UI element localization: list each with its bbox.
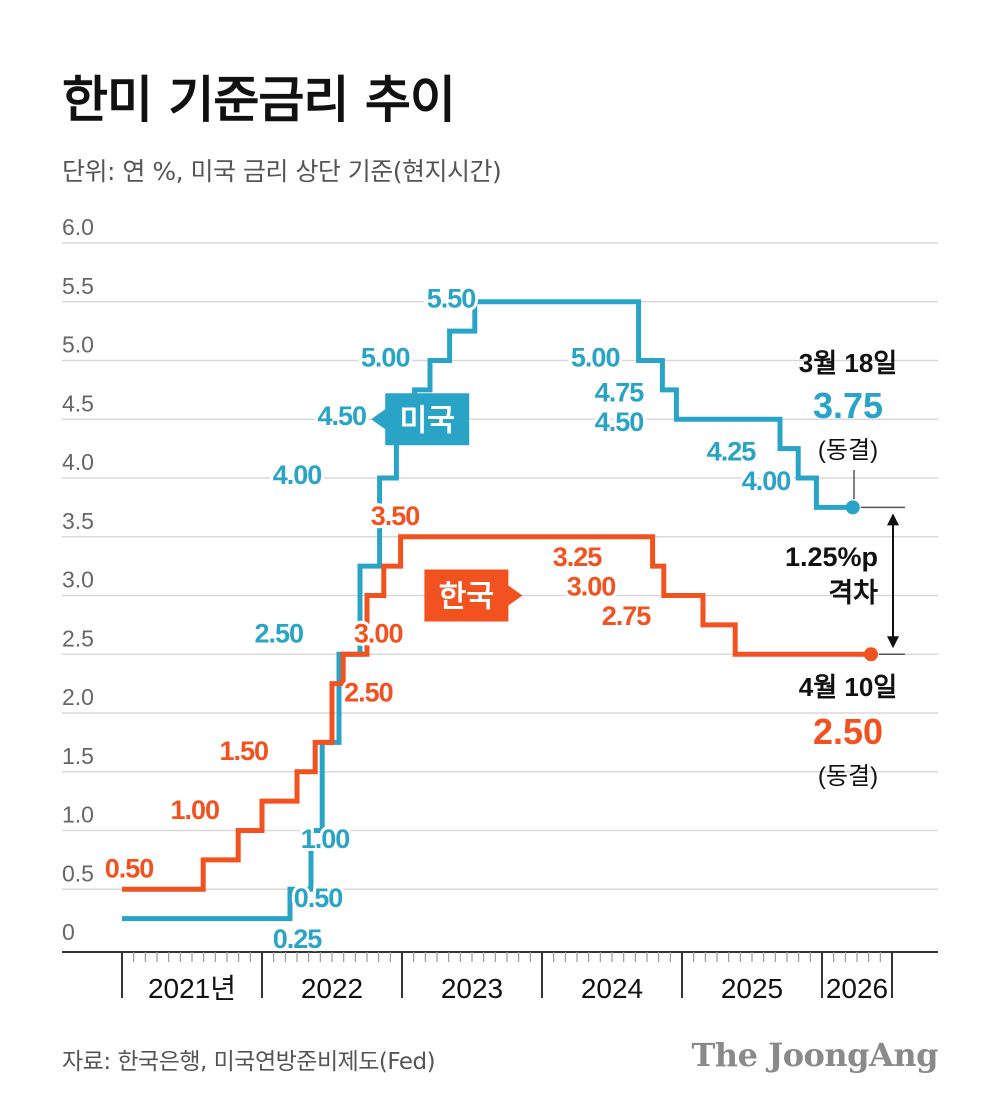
y-tick-label: 5.5 [62, 273, 94, 299]
x-tick-label: 2022 [301, 973, 363, 1004]
series-tag-us: 미국 [371, 393, 470, 446]
x-tick-label: 2026 [826, 973, 888, 1004]
data-label: 4.00 [273, 460, 322, 490]
x-tick-label: 2021년 [148, 973, 236, 1004]
y-tick-label: 3.5 [62, 508, 94, 534]
us-date-label: 3월 18일 [799, 348, 897, 378]
x-tick-label: 2024 [581, 973, 643, 1004]
data-label: 0.50 [294, 883, 343, 913]
y-tick-label: 4.0 [62, 449, 94, 475]
data-label: 2.50 [255, 619, 304, 649]
end-marker-us [845, 500, 860, 515]
series-tag-box [424, 569, 523, 622]
data-label: 4.75 [595, 378, 645, 408]
series-line-us [122, 299, 853, 922]
source-note: 자료: 한국은행, 미국연방준비제도(Fed) [62, 1049, 436, 1075]
data-label: 0.25 [273, 924, 323, 954]
x-tick-label: 2023 [441, 973, 503, 1004]
data-label: 3.00 [567, 572, 616, 602]
series-line-korea [122, 534, 871, 892]
series-tag-box [371, 393, 470, 446]
chart-subtitle: 단위: 연 %, 미국 금리 상단 기준(현지시간) [62, 157, 502, 186]
series-tag-label: 한국 [439, 581, 494, 614]
data-label: 4.50 [595, 407, 644, 437]
y-tick-label: 6.0 [62, 214, 94, 240]
data-label: 1.00 [301, 824, 350, 854]
data-label: 1.00 [171, 795, 220, 825]
series-layer [122, 299, 878, 922]
korea-date-label: 4월 10일 [799, 672, 897, 702]
korea-current-value: 2.50 [813, 711, 883, 752]
y-tick-label: 2.0 [62, 684, 94, 710]
us-current-value: 3.75 [813, 385, 883, 426]
data-label: 3.25 [553, 542, 603, 572]
series-tag-korea: 한국 [424, 569, 523, 622]
data-label: 3.00 [354, 619, 403, 649]
gap-arrowhead-down [887, 636, 899, 649]
data-label: 2.50 [344, 677, 393, 707]
end-marker-korea [864, 647, 878, 662]
data-label: 1.50 [220, 736, 269, 766]
y-tick-label: 1.0 [62, 802, 94, 828]
y-tick-label: 0.5 [62, 860, 94, 886]
data-label: 0.50 [105, 854, 154, 884]
data-label: 5.00 [361, 342, 410, 372]
y-tick-label: 3.0 [62, 567, 94, 593]
y-tick-label: 2.5 [62, 625, 94, 651]
data-label: 5.00 [571, 342, 620, 372]
data-label: 3.50 [371, 501, 420, 531]
chart-title: 한미 기준금리 추이 [62, 71, 456, 129]
y-tick-label: 0 [62, 919, 75, 945]
data-label: 4.50 [318, 401, 367, 431]
y-tick-label: 5.0 [62, 332, 94, 358]
y-tick-label: 4.5 [62, 390, 94, 416]
y-tick-label: 1.5 [62, 743, 94, 769]
data-label: 5.50 [427, 284, 476, 314]
data-label: 2.75 [602, 601, 652, 631]
gap-arrowhead-up [887, 513, 899, 526]
gap-value-label: 1.25%p [785, 542, 878, 572]
data-label-layer: 0.25 0.50 1.00 2.50 4.00 4.50 5.00 5.50 5.00 4.75… [102, 281, 795, 957]
gap-text-label: 격차 [828, 578, 878, 608]
x-tick-label: 2025 [721, 973, 783, 1004]
korea-status-label: (동결) [818, 763, 878, 790]
series-tag-label: 미국 [400, 404, 455, 437]
us-status-label: (동결) [818, 437, 878, 464]
data-label: 4.25 [707, 436, 757, 466]
axis-layer: 0 0.5 1.0 1.5 2.0 2.5 3.0 3.5 4.0 4.5 5.0 5.5 6.0 202… [62, 214, 938, 1004]
data-label: 4.00 [742, 466, 791, 496]
publisher-logo: The JoongAng [691, 1036, 938, 1074]
annotation-layer: 3월 18일 3.75 (동결) 4월 10일 2.50 (동결) 1.25%p… [785, 348, 905, 790]
